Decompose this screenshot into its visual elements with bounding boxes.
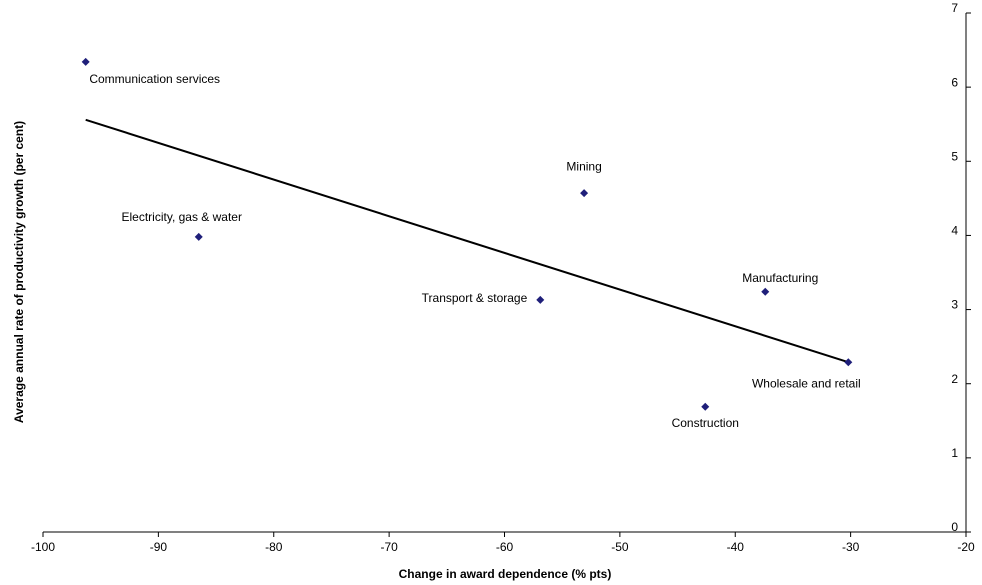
point-label: Manufacturing xyxy=(742,271,818,285)
y-tick-label: 3 xyxy=(951,298,958,312)
point-label: Construction xyxy=(672,416,739,430)
x-tick-label: -50 xyxy=(611,540,629,554)
point xyxy=(761,287,770,296)
point-label: Electricity, gas & water xyxy=(122,210,242,224)
y-tick-label: 5 xyxy=(951,149,958,163)
y-tick-label: 7 xyxy=(951,1,958,15)
point xyxy=(580,189,589,198)
x-tick-label: -30 xyxy=(842,540,860,554)
x-tick-label: -20 xyxy=(957,540,975,554)
y-tick-label: 6 xyxy=(951,75,958,89)
y-tick-label: 4 xyxy=(951,224,958,238)
y-tick-label: 1 xyxy=(951,446,958,460)
trendline xyxy=(85,118,849,364)
y-tick-label: 2 xyxy=(951,372,958,386)
x-tick-label: -40 xyxy=(727,540,745,554)
y-tick-label: 0 xyxy=(951,520,958,534)
y-axis-title: Average annual rate of productivity grow… xyxy=(12,121,26,423)
point xyxy=(194,232,203,241)
point xyxy=(81,57,90,66)
point-label: Transport & storage xyxy=(422,291,528,305)
point xyxy=(844,358,853,367)
x-tick-label: -100 xyxy=(31,540,55,554)
x-tick-label: -60 xyxy=(496,540,514,554)
x-axis-title: Change in award dependence (% pts) xyxy=(399,567,612,581)
point-label: Mining xyxy=(566,159,601,173)
x-tick-label: -90 xyxy=(150,540,168,554)
point-label: Communication services xyxy=(89,72,220,86)
x-tick-label: -70 xyxy=(380,540,398,554)
x-tick-label: -80 xyxy=(265,540,283,554)
point-label: Wholesale and retail xyxy=(752,376,861,390)
point xyxy=(701,402,710,411)
point xyxy=(536,295,545,304)
